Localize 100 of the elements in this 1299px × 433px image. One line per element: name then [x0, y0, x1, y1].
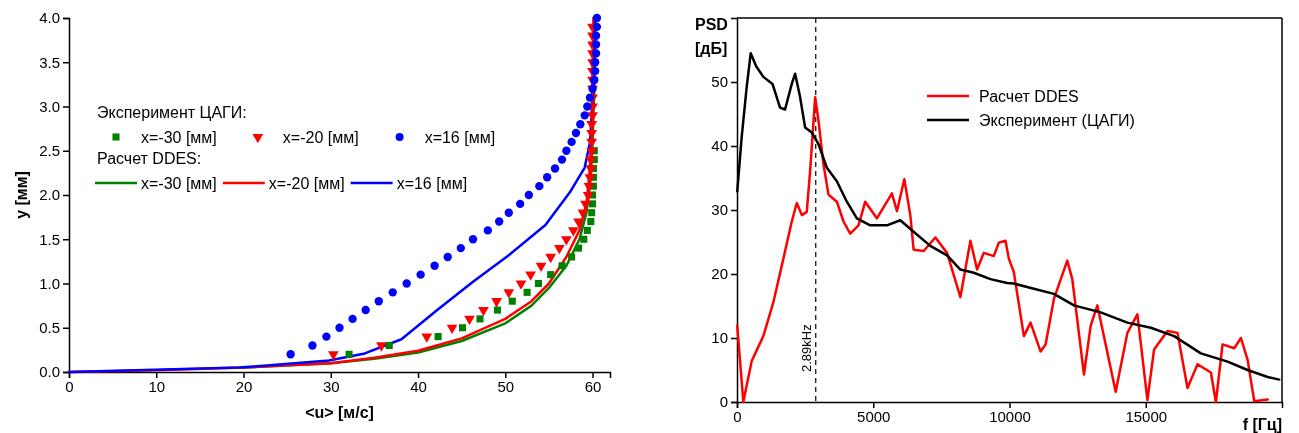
point: [515, 280, 527, 290]
point: [524, 190, 534, 200]
point: [525, 271, 536, 281]
point: [550, 164, 560, 173]
point: [523, 288, 531, 296]
point: [345, 350, 353, 358]
point: [535, 181, 544, 191]
point: [573, 218, 584, 228]
x-tick-label: 5000: [857, 407, 891, 425]
y-axis-title: y [мм]: [13, 171, 30, 219]
point: [583, 226, 591, 234]
point: [421, 333, 433, 343]
point: [592, 13, 602, 23]
legend-label: Расчет DDES: [979, 88, 1079, 105]
point: [575, 244, 583, 252]
point: [495, 217, 504, 226]
y-tick-label: 0.0: [39, 363, 60, 381]
y-tick-label: 1.0: [39, 274, 60, 292]
y-tick-label: 30: [711, 201, 728, 219]
point: [587, 112, 598, 122]
point: [586, 147, 598, 157]
point: [335, 323, 344, 332]
x-tick-label: 10000: [989, 407, 1031, 425]
point: [286, 350, 295, 359]
point: [535, 262, 547, 272]
x-axis-title: <u> [м/с]: [305, 404, 374, 421]
point: [561, 236, 572, 246]
y-tick-label: 10: [711, 329, 728, 347]
point: [568, 253, 576, 261]
y-tick-label: 4.0: [39, 9, 60, 27]
ref-line-label: 2.89kHz: [798, 324, 814, 372]
point: [434, 333, 442, 341]
point: [587, 218, 595, 226]
y-tick-label: 0: [719, 393, 728, 411]
legend-label: x=-30 [мм]: [141, 129, 217, 146]
legend-label: x=-20 [мм]: [282, 129, 359, 146]
point: [580, 235, 588, 243]
point: [308, 341, 317, 350]
point: [586, 138, 598, 149]
y-tick-label: 50: [711, 73, 728, 91]
point: [478, 306, 489, 317]
annotation: Расчет DDES:: [97, 150, 202, 167]
y-tick-label: 3.0: [39, 97, 60, 115]
point: [402, 279, 411, 288]
point: [554, 245, 565, 255]
point: [374, 297, 383, 306]
point: [589, 200, 597, 208]
x-tick-label: 0: [733, 407, 742, 425]
point: [591, 31, 601, 40]
legend-label: x=16 [мм]: [424, 129, 496, 146]
y-tick-label: 2.5: [39, 142, 60, 160]
y-tick-label: 2.0: [39, 186, 60, 204]
x-axis-title: f [Гц]: [1242, 416, 1282, 433]
point: [483, 226, 493, 235]
point: [588, 209, 596, 217]
point: [534, 279, 542, 288]
point: [567, 227, 579, 237]
point: [503, 289, 515, 299]
y-tick-label: 40: [711, 137, 728, 155]
point: [464, 315, 475, 326]
point: [542, 173, 552, 182]
point: [376, 342, 387, 352]
point: [508, 297, 516, 305]
point: [348, 314, 357, 324]
point: [583, 183, 595, 193]
point: [557, 155, 567, 164]
x-tick-label: 15000: [1125, 407, 1168, 425]
point: [456, 243, 465, 253]
point: [504, 208, 513, 217]
point: [430, 261, 439, 270]
point: [562, 146, 571, 155]
point: [585, 156, 597, 166]
point: [586, 129, 598, 140]
legend-label: x=-20 [мм]: [268, 175, 345, 192]
point: [576, 120, 585, 129]
x-tick-label: 50: [497, 377, 515, 395]
legend-label: Эксперимент (ЦАГИ): [979, 112, 1135, 129]
point: [545, 253, 557, 264]
x-tick-label: 20: [235, 377, 253, 395]
x-tick-label: 40: [410, 377, 427, 395]
y-axis-title: PSD [дБ]: [695, 16, 728, 57]
point: [567, 137, 576, 147]
point: [558, 262, 566, 270]
point: [322, 332, 331, 341]
point: [443, 252, 452, 262]
point: [586, 121, 598, 131]
x-tick-label: 60: [584, 377, 602, 395]
point: [361, 305, 370, 315]
point: [416, 270, 425, 279]
x-tick-label: 10: [148, 377, 166, 395]
point: [476, 315, 484, 323]
y-tick-label: 3.5: [39, 53, 60, 71]
x-tick-label: 30: [322, 377, 340, 395]
point: [580, 111, 589, 120]
y-tick-label: 1.5: [39, 230, 60, 248]
point: [468, 235, 478, 244]
point: [459, 324, 467, 332]
point: [491, 298, 502, 308]
point: [584, 174, 596, 184]
point: [385, 341, 393, 349]
